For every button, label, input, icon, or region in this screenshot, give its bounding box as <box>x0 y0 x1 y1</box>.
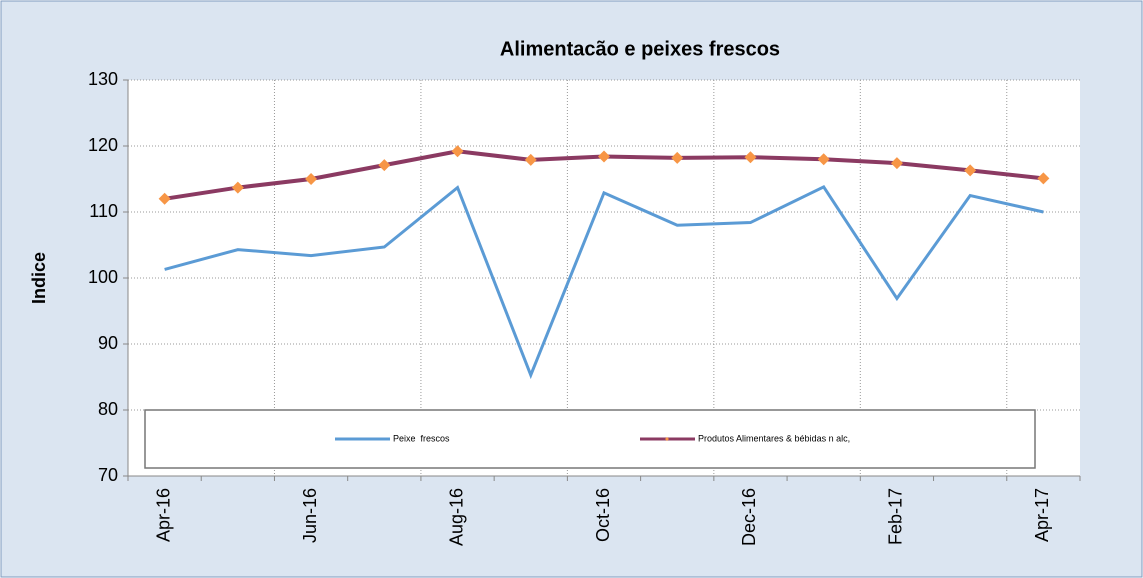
x-tick-label: Oct-16 <box>593 488 613 542</box>
series-line <box>164 184 1044 380</box>
point-marker <box>964 164 977 177</box>
x-tick-label: Apr-16 <box>153 488 173 542</box>
chart-title: Alimentacão e peixes frescos <box>500 38 780 60</box>
y-tick-label: 130 <box>88 69 118 89</box>
point-marker <box>451 145 464 158</box>
legend-label: Peixe frescos <box>393 433 450 443</box>
point-marker <box>671 151 684 164</box>
point-marker <box>231 181 244 194</box>
legend-label: Produtos Alimentares & bébidas n alc, <box>698 433 850 443</box>
point-marker <box>1037 172 1050 185</box>
x-tick-label: Apr-17 <box>1032 488 1052 542</box>
legend-box <box>144 409 1036 469</box>
y-axis-title: Indice <box>29 252 49 304</box>
y-tick-label: 100 <box>88 267 118 287</box>
x-tick-label: Dec-16 <box>739 488 759 546</box>
x-tick-label: Aug-16 <box>446 488 466 546</box>
point-marker <box>817 153 830 166</box>
legend-marker <box>665 437 669 441</box>
y-tick-label: 120 <box>88 135 118 155</box>
point-marker <box>524 153 537 166</box>
point-marker <box>890 157 903 170</box>
y-tick-label: 80 <box>98 399 118 419</box>
y-tick-label: 70 <box>98 465 118 485</box>
x-tick-label: Jun-16 <box>300 488 320 543</box>
x-tick-label: Feb-17 <box>886 488 906 545</box>
point-marker <box>744 151 757 164</box>
point-marker <box>378 159 391 172</box>
point-marker <box>305 173 318 185</box>
point-marker <box>158 192 171 205</box>
y-tick-label: 90 <box>98 333 118 353</box>
point-marker <box>598 150 610 163</box>
y-tick-label: 110 <box>89 201 118 221</box>
